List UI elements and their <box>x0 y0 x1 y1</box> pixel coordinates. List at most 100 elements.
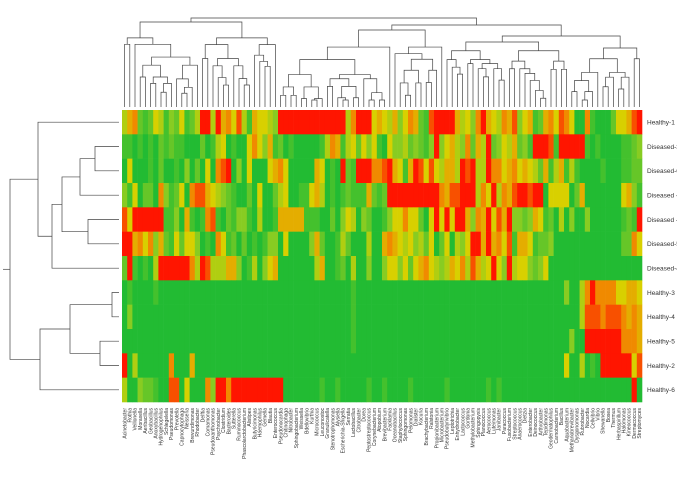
heatmap-cell <box>600 256 606 281</box>
heatmap-cell <box>288 304 294 330</box>
heatmap-cell <box>158 256 164 281</box>
heatmap-cell <box>345 256 352 281</box>
column-label: Vibrio <box>596 408 602 421</box>
heatmap-cell <box>434 231 440 257</box>
heatmap-cell <box>189 231 196 257</box>
heatmap-cell <box>283 207 289 232</box>
heatmap-cell <box>610 377 617 403</box>
heatmap-cell <box>480 329 487 354</box>
dendrogram-branch <box>633 58 640 107</box>
heatmap-cell <box>288 207 294 232</box>
heatmap-cell <box>610 329 617 354</box>
column-label: Staphylococcus <box>398 408 404 444</box>
heatmap-cell <box>501 110 508 135</box>
heatmap-cell <box>179 158 185 184</box>
heatmap-cell <box>158 183 164 208</box>
heatmap-cell <box>610 158 617 184</box>
heatmap-cell <box>486 329 492 354</box>
heatmap-cell <box>314 110 320 135</box>
heatmap-cell <box>610 304 617 330</box>
dendrogram-branch <box>498 79 505 107</box>
heatmap-cell <box>356 329 362 354</box>
heatmap-cell <box>423 377 430 403</box>
dendrogram-branch <box>368 99 375 107</box>
heatmap-cell <box>418 207 424 232</box>
dendrogram-branch <box>470 59 491 64</box>
heatmap-cell <box>558 329 565 354</box>
heatmap-cell <box>496 304 502 330</box>
heatmap-cell <box>569 158 575 184</box>
heatmap-cell <box>475 134 482 159</box>
heatmap-cell <box>361 158 367 184</box>
heatmap-cell <box>522 134 528 159</box>
heatmap-cell <box>382 183 388 208</box>
heatmap-cell <box>366 304 372 330</box>
heatmap-cell <box>314 207 320 232</box>
heatmap-cell <box>340 110 346 135</box>
heatmap-cell <box>512 134 518 159</box>
heatmap-cell <box>496 377 502 403</box>
heatmap-cell <box>382 377 388 403</box>
heatmap-cell <box>569 280 575 305</box>
dendrogram-branch <box>259 61 268 107</box>
heatmap-cell <box>548 256 554 281</box>
heatmap-cell <box>148 134 154 159</box>
dendrogram-branch <box>561 68 567 107</box>
heatmap-cell <box>574 353 580 378</box>
dendrogram-branch <box>589 58 618 73</box>
heatmap-cell <box>241 353 248 378</box>
dendrogram-branch <box>620 76 630 107</box>
heatmap-cell <box>246 110 253 135</box>
heatmap-cell <box>314 134 320 159</box>
heatmap-cell <box>418 256 424 281</box>
heatmap-cell <box>486 110 492 135</box>
dendrogram-branch <box>415 82 422 107</box>
column-label: Planococcus <box>481 408 487 437</box>
heatmap-cell <box>356 110 362 135</box>
heatmap-cell <box>480 207 487 232</box>
heatmap-cell <box>465 231 471 257</box>
heatmap-cell <box>522 231 528 257</box>
heatmap-cell <box>553 158 560 184</box>
heatmap-cell <box>330 329 336 354</box>
heatmap-cell <box>579 377 586 403</box>
heatmap-cell <box>423 353 430 378</box>
heatmap-cell <box>460 304 466 330</box>
heatmap-cell <box>454 280 461 305</box>
heatmap-cell <box>491 377 497 403</box>
heatmap-cell <box>324 110 331 135</box>
heatmap-cell <box>272 110 279 135</box>
heatmap-cell <box>631 377 638 403</box>
column-label: Weissella <box>299 408 305 430</box>
heatmap-cell <box>345 353 352 378</box>
dendrogram-branch <box>184 86 193 107</box>
heatmap-cell <box>408 207 414 232</box>
heatmap-cell <box>189 377 196 403</box>
heatmap-cell <box>605 353 612 378</box>
heatmap-cell <box>324 158 331 184</box>
heatmap-cell <box>439 377 445 403</box>
heatmap-cell <box>288 280 294 305</box>
heatmap-cell <box>319 134 326 159</box>
heatmap-cell <box>423 231 430 257</box>
heatmap-cell <box>517 231 523 257</box>
heatmap-cell <box>231 353 237 378</box>
heatmap-cell <box>309 280 315 305</box>
heatmap-cell <box>574 377 580 403</box>
heatmap-cell <box>444 377 450 403</box>
heatmap-cell <box>236 134 242 159</box>
heatmap-cell <box>449 231 456 257</box>
heatmap-cell <box>314 280 320 305</box>
heatmap-cell <box>215 329 222 354</box>
dendrogram-branch <box>217 77 227 107</box>
heatmap-cell <box>491 329 497 354</box>
heatmap-cell <box>413 329 419 354</box>
heatmap-cell <box>584 110 591 135</box>
heatmap-cell <box>610 280 617 305</box>
heatmap-cell <box>470 110 476 135</box>
heatmap-cell <box>595 329 601 354</box>
heatmap-cell <box>324 231 331 257</box>
heatmap-cell <box>408 377 414 403</box>
heatmap-cell <box>460 256 466 281</box>
heatmap-cell <box>174 134 180 159</box>
